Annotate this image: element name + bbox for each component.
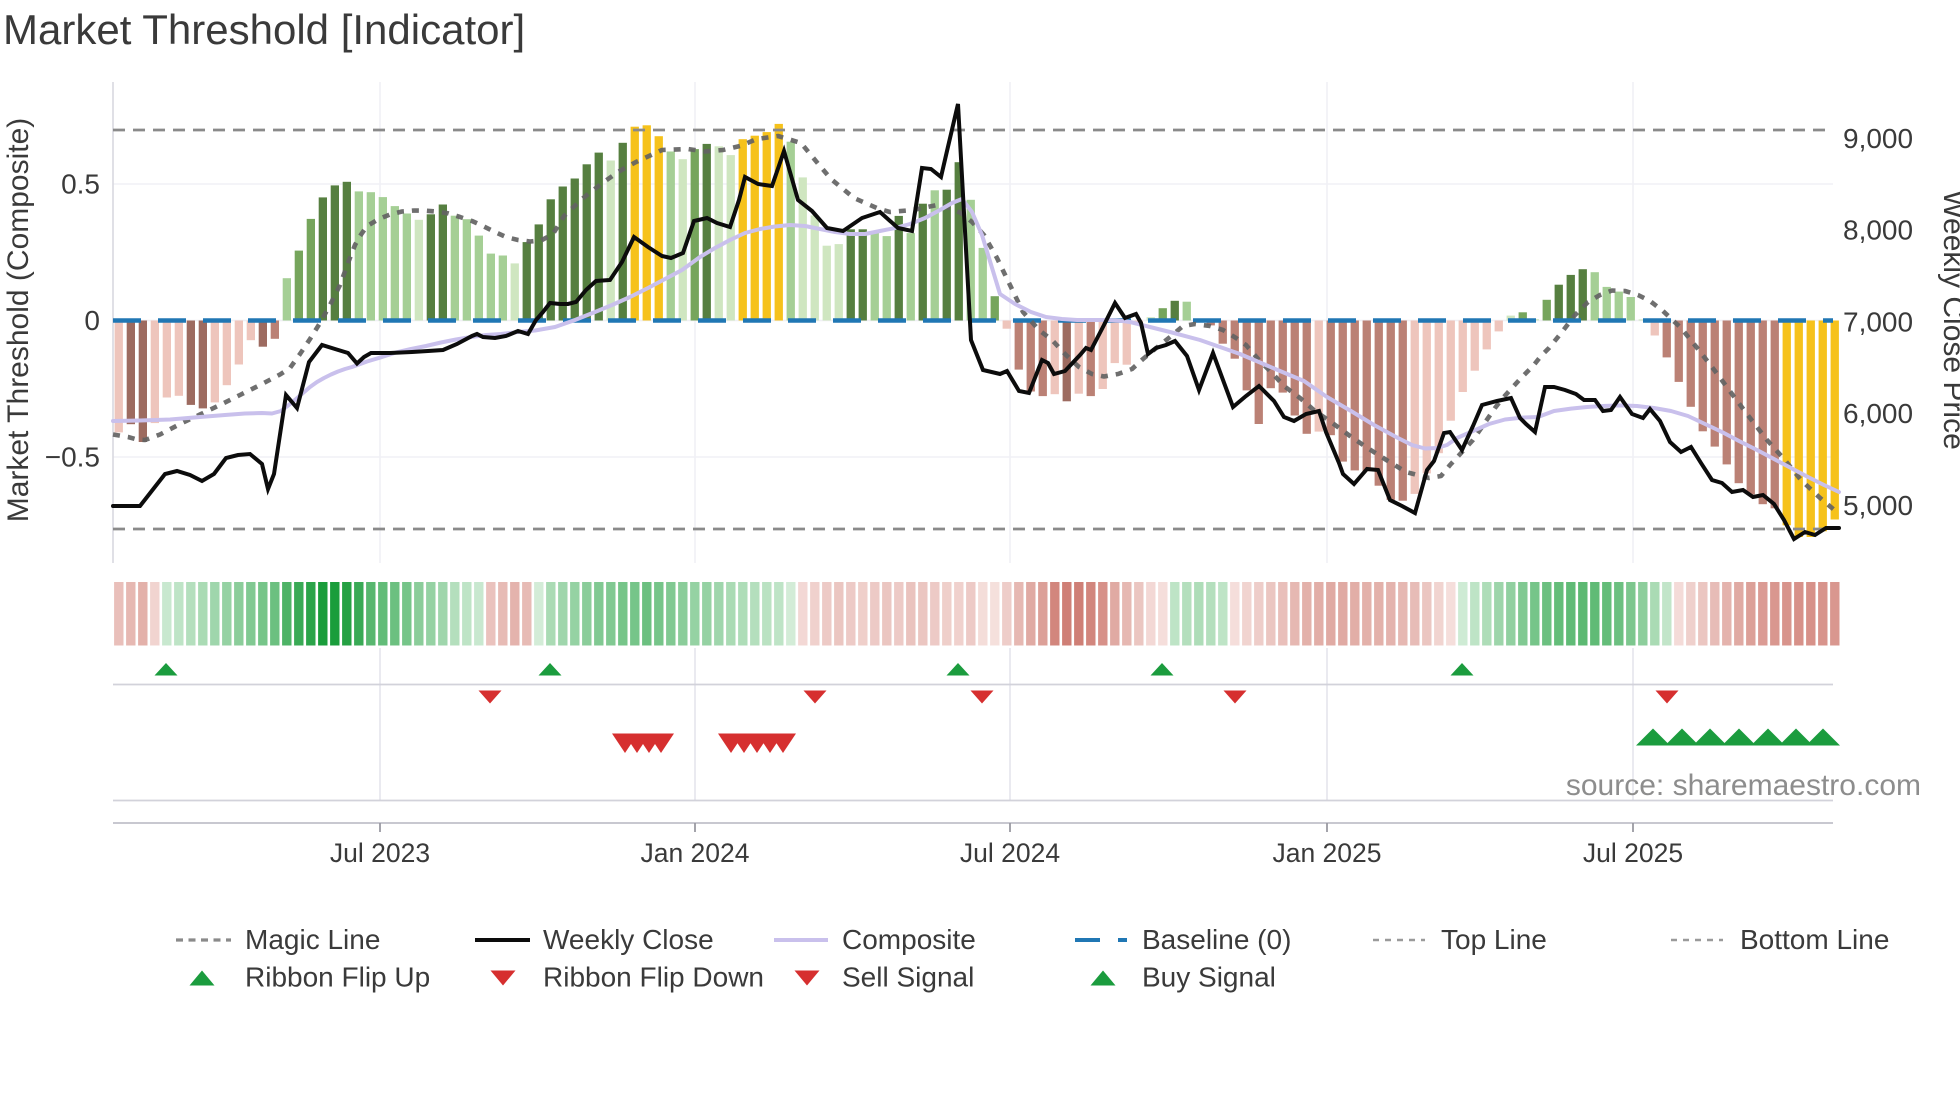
- svg-text:Market Threshold (Composite): Market Threshold (Composite): [2, 118, 35, 523]
- svg-text:0: 0: [84, 305, 100, 336]
- svg-text:Jan 2024: Jan 2024: [640, 838, 749, 868]
- svg-text:9,000: 9,000: [1843, 123, 1913, 154]
- svg-text:5,000: 5,000: [1843, 490, 1913, 521]
- svg-text:Weekly Close: Weekly Close: [543, 924, 714, 955]
- svg-text:Bottom Line: Bottom Line: [1740, 924, 1889, 955]
- svg-text:Market Threshold [Indicator]: Market Threshold [Indicator]: [3, 6, 525, 53]
- svg-text:source: sharemaestro.com: source: sharemaestro.com: [1566, 769, 1921, 802]
- svg-text:Jul 2023: Jul 2023: [330, 838, 430, 868]
- svg-text:Weekly Close Price: Weekly Close Price: [1937, 190, 1960, 450]
- svg-text:Ribbon Flip Up: Ribbon Flip Up: [245, 962, 430, 993]
- svg-text:Composite: Composite: [842, 924, 976, 955]
- svg-text:−0.5: −0.5: [45, 442, 100, 473]
- svg-text:Buy Signal: Buy Signal: [1142, 962, 1276, 993]
- svg-text:Top Line: Top Line: [1441, 924, 1547, 955]
- svg-text:6,000: 6,000: [1843, 398, 1913, 429]
- svg-text:Magic Line: Magic Line: [245, 924, 380, 955]
- svg-text:Jul 2024: Jul 2024: [960, 838, 1060, 868]
- svg-text:0.5: 0.5: [61, 169, 100, 200]
- svg-text:7,000: 7,000: [1843, 307, 1913, 338]
- svg-text:Jan 2025: Jan 2025: [1272, 838, 1381, 868]
- svg-text:Sell Signal: Sell Signal: [842, 962, 974, 993]
- svg-text:8,000: 8,000: [1843, 215, 1913, 246]
- svg-text:Baseline (0): Baseline (0): [1142, 924, 1291, 955]
- svg-text:Ribbon Flip Down: Ribbon Flip Down: [543, 962, 764, 993]
- svg-text:Jul 2025: Jul 2025: [1583, 838, 1683, 868]
